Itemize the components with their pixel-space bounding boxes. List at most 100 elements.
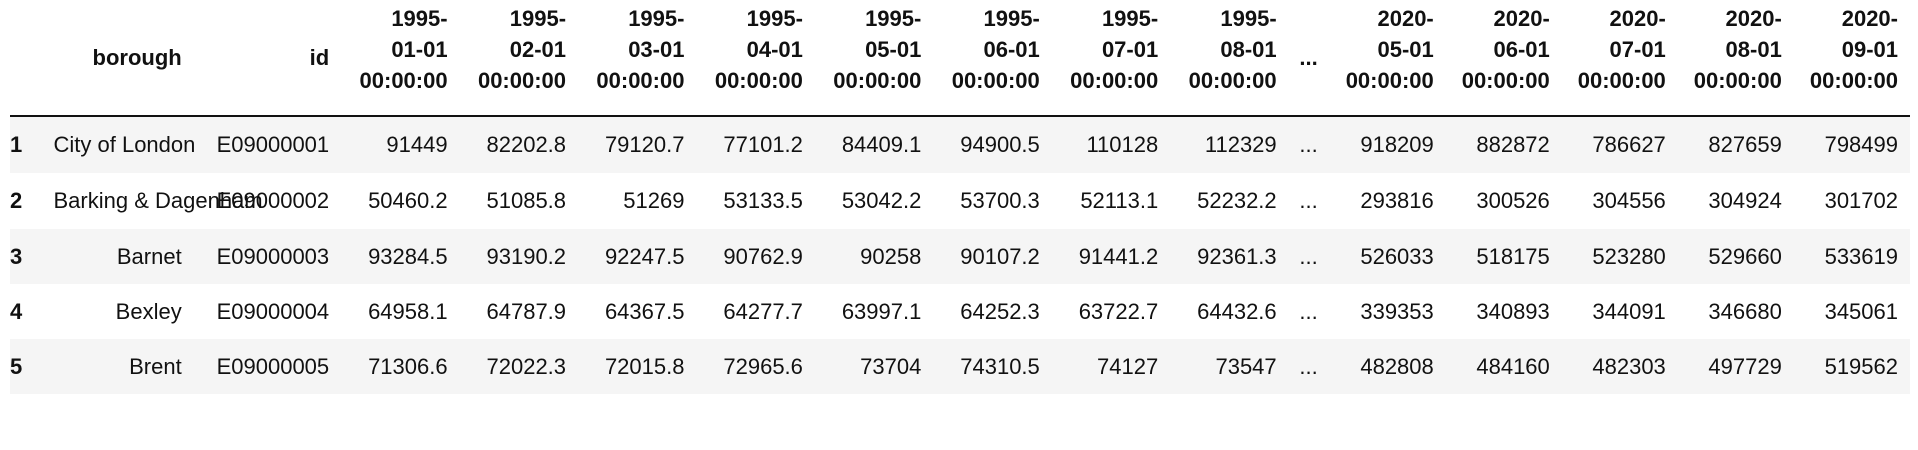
cell-id: E09000004	[216, 298, 330, 324]
table-header: borough id 1995- 01-01 00:00:00 1995- 02-01 0…	[10, 0, 1910, 116]
table-row: 2 Barking & Dagenham E09000002 50460.2 51085…	[10, 173, 1910, 229]
column-header-date-part: 2020-	[1725, 6, 1782, 31]
cell-price: 79120.7	[604, 132, 685, 157]
cell-price: 484160	[1476, 353, 1550, 379]
cell-price: 533619	[1824, 243, 1898, 269]
cell-price: 64252.3	[960, 298, 1040, 324]
cell-price: 93284.5	[368, 243, 448, 269]
cell-price: 64432.6	[1197, 298, 1277, 324]
column-header-date: 1995- 03-01 00:00:00	[578, 0, 696, 116]
cell-price: 64367.5	[604, 298, 685, 324]
row-index: 5	[10, 353, 23, 379]
column-header-date-part: 05-01	[865, 37, 922, 62]
row-index: 2	[10, 188, 23, 213]
column-header-date-part: 05-01	[1377, 37, 1434, 62]
cell-price: 523280	[1592, 243, 1666, 269]
cell-price: 64787.9	[486, 298, 567, 324]
column-header-date-part: 06-01	[983, 37, 1040, 62]
column-header-date-part: 00:00:00	[1070, 68, 1159, 93]
column-header-date: 1995- 01-01 00:00:00	[341, 0, 459, 116]
cell-price: 53700.3	[960, 188, 1040, 213]
column-header-date: 2020- 07-01 00:00:00	[1562, 0, 1678, 116]
cell-id: E09000005	[216, 353, 330, 379]
column-header-date-part: 1995-	[746, 6, 803, 31]
cell-price: 63722.7	[1078, 298, 1159, 324]
cell-price: 340893	[1476, 298, 1550, 324]
cell-price: 72965.6	[723, 353, 803, 379]
cell-price: 72015.8	[604, 353, 685, 379]
column-header-date: 1995- 04-01 00:00:00	[696, 0, 814, 116]
cell-price: 482808	[1360, 353, 1434, 379]
cell-price: 519562	[1824, 353, 1898, 379]
column-header-date-part: 06-01	[1493, 37, 1550, 62]
cell-borough: City of London	[53, 132, 196, 157]
column-header-date-part: 00:00:00	[1461, 68, 1550, 93]
column-header-date-part: 08-01	[1220, 37, 1277, 62]
cell-price: 918209	[1360, 132, 1434, 157]
cell-price: 529660	[1708, 243, 1782, 269]
column-header-date: 1995- 02-01 00:00:00	[460, 0, 578, 116]
cell-price: 518175	[1476, 243, 1550, 269]
cell-price: 77101.2	[723, 132, 803, 157]
column-header-date: 2020- 09-01 00:00:00	[1794, 0, 1910, 116]
cell-price: 73547	[1215, 353, 1277, 379]
column-header-date-part: 1995-	[1220, 6, 1277, 31]
cell-price: 90762.9	[723, 243, 803, 269]
cell-price: 827659	[1708, 132, 1782, 157]
cell-price: 92361.3	[1197, 243, 1277, 269]
cell-price: 92247.5	[604, 243, 685, 269]
cell-price: 74127	[1097, 353, 1159, 379]
cell-price: 91449	[386, 132, 448, 157]
cell-borough: Barking & Dagenham	[53, 188, 263, 213]
cell-borough: Bexley	[115, 298, 182, 324]
column-header-date: 2020- 06-01 00:00:00	[1446, 0, 1562, 116]
cell-price: 51085.8	[486, 188, 567, 213]
table-body: 1 City of London E09000001 91449 82202.8 7912…	[10, 116, 1910, 394]
row-index: 1	[10, 132, 23, 157]
cell-ellipsis: ...	[1299, 298, 1318, 324]
cell-id: E09000003	[216, 243, 330, 269]
column-header-date-part: 2020-	[1841, 6, 1898, 31]
column-header-date-part: 1995-	[391, 6, 448, 31]
header-row: borough id 1995- 01-01 00:00:00 1995- 02-01 0…	[10, 0, 1910, 116]
column-header-date-part: 00:00:00	[714, 68, 803, 93]
cell-price: 64277.7	[723, 298, 803, 324]
row-index: 3	[10, 243, 23, 269]
cell-price: 52113.1	[1080, 188, 1159, 213]
dataframe-output: borough id 1995- 01-01 00:00:00 1995- 02-01 0…	[10, 0, 1910, 394]
cell-price: 798499	[1824, 132, 1898, 157]
column-header-date-part: 2020-	[1493, 6, 1550, 31]
cell-price: 53133.5	[723, 188, 803, 213]
cell-price: 74310.5	[960, 353, 1040, 379]
column-header-date-part: 00:00:00	[359, 68, 448, 93]
column-header-date-part: 07-01	[1101, 37, 1159, 62]
cell-price: 90107.2	[960, 243, 1040, 269]
cell-borough: Brent	[129, 353, 182, 379]
column-header-date-part: 1995-	[865, 6, 922, 31]
column-header-date-part: 07-01	[1609, 37, 1666, 62]
column-header-date-part: 1995-	[1101, 6, 1159, 31]
cell-price: 51269	[623, 188, 685, 213]
column-header-date-part: 2020-	[1377, 6, 1434, 31]
dataframe-table: borough id 1995- 01-01 00:00:00 1995- 02-01 0…	[10, 0, 1910, 394]
cell-price: 63997.1	[841, 298, 922, 324]
cell-id: E09000002	[216, 188, 330, 213]
column-header-date-part: 04-01	[746, 37, 803, 62]
column-header-date-part: 1995-	[983, 6, 1040, 31]
cell-price: 786627	[1592, 132, 1666, 157]
column-header-date-part: 00:00:00	[1577, 68, 1666, 93]
cell-price: 84409.1	[841, 132, 922, 157]
column-header-borough: borough	[92, 45, 182, 70]
cell-ellipsis: ...	[1299, 243, 1318, 269]
index-header	[10, 0, 54, 116]
column-header-date: 1995- 08-01 00:00:00	[1170, 0, 1288, 116]
cell-price: 112329	[1204, 132, 1277, 157]
cell-price: 344091	[1592, 298, 1666, 324]
column-header-date-part: 02-01	[509, 37, 567, 62]
cell-id: E09000001	[216, 132, 330, 157]
cell-price: 293816	[1360, 188, 1434, 213]
cell-price: 526033	[1360, 243, 1434, 269]
column-header-ellipsis: ...	[1299, 45, 1318, 70]
cell-price: 339353	[1360, 298, 1434, 324]
column-header-date: 1995- 06-01 00:00:00	[933, 0, 1051, 116]
